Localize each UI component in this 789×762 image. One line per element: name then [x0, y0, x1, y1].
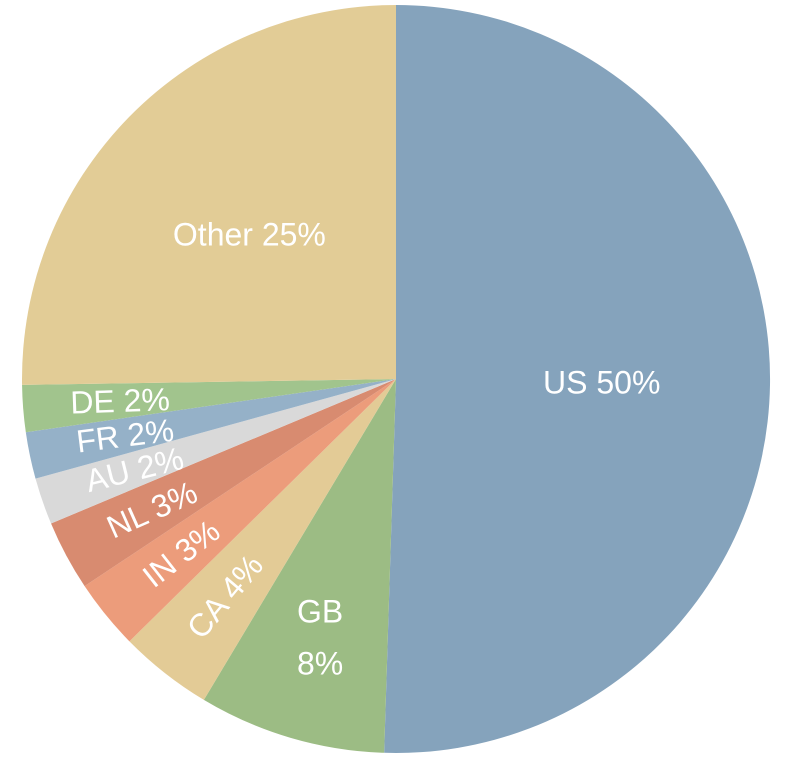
pie-slice-gb: [203, 379, 396, 753]
pie-slice-ca: [129, 379, 396, 700]
pie-slice-other: [22, 5, 397, 385]
pie-label-gb: GB 8%: [297, 593, 343, 681]
pie-slices: [22, 4, 771, 753]
pie-slice-au: [35, 379, 397, 524]
pie-label-other: Other 25%: [173, 217, 326, 253]
pie-label-de: DE 2%: [70, 381, 171, 420]
pie-slice-fr: [25, 379, 397, 479]
pie-slice-nl: [51, 379, 396, 587]
pie-slice-us: [384, 4, 771, 753]
pie-slice-de: [22, 379, 397, 433]
pie-label-us: US 50%: [543, 364, 660, 400]
pie-slice-in: [84, 379, 397, 642]
